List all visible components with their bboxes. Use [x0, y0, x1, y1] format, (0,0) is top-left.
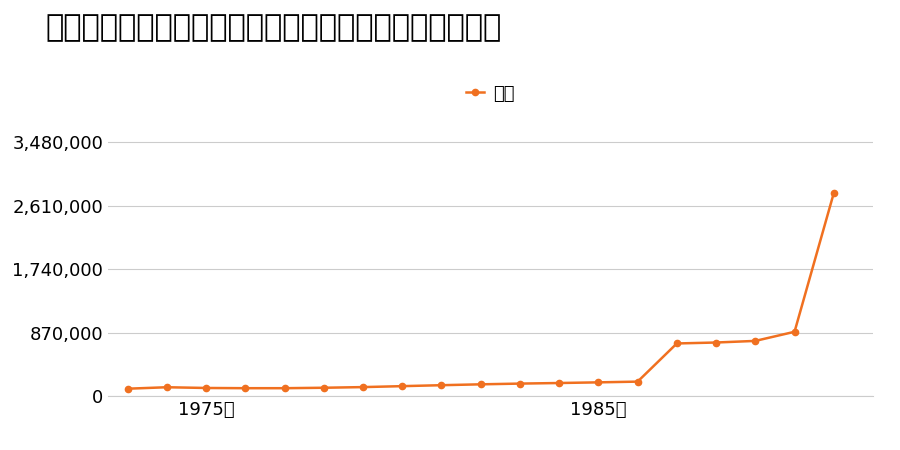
Legend: 価格: 価格 [457, 76, 524, 112]
価格 [671, 341, 682, 346]
価格 [240, 386, 251, 391]
価格 [161, 385, 172, 390]
価格 [279, 386, 290, 391]
価格 [828, 190, 839, 196]
価格 [436, 382, 447, 388]
価格 [319, 385, 329, 391]
価格 [397, 383, 408, 389]
価格 [475, 382, 486, 387]
Line: 価格: 価格 [124, 190, 837, 392]
価格 [201, 385, 212, 391]
価格 [122, 386, 133, 391]
価格 [632, 379, 643, 384]
価格 [554, 380, 564, 386]
価格 [593, 380, 604, 385]
価格 [357, 384, 368, 390]
価格 [515, 381, 526, 386]
価格 [750, 338, 760, 344]
価格 [711, 340, 722, 345]
Text: 大阪府大阪市大淀区中津本通２丁目８４番１の地価推移: 大阪府大阪市大淀区中津本通２丁目８４番１の地価推移 [45, 14, 501, 42]
価格 [789, 329, 800, 334]
